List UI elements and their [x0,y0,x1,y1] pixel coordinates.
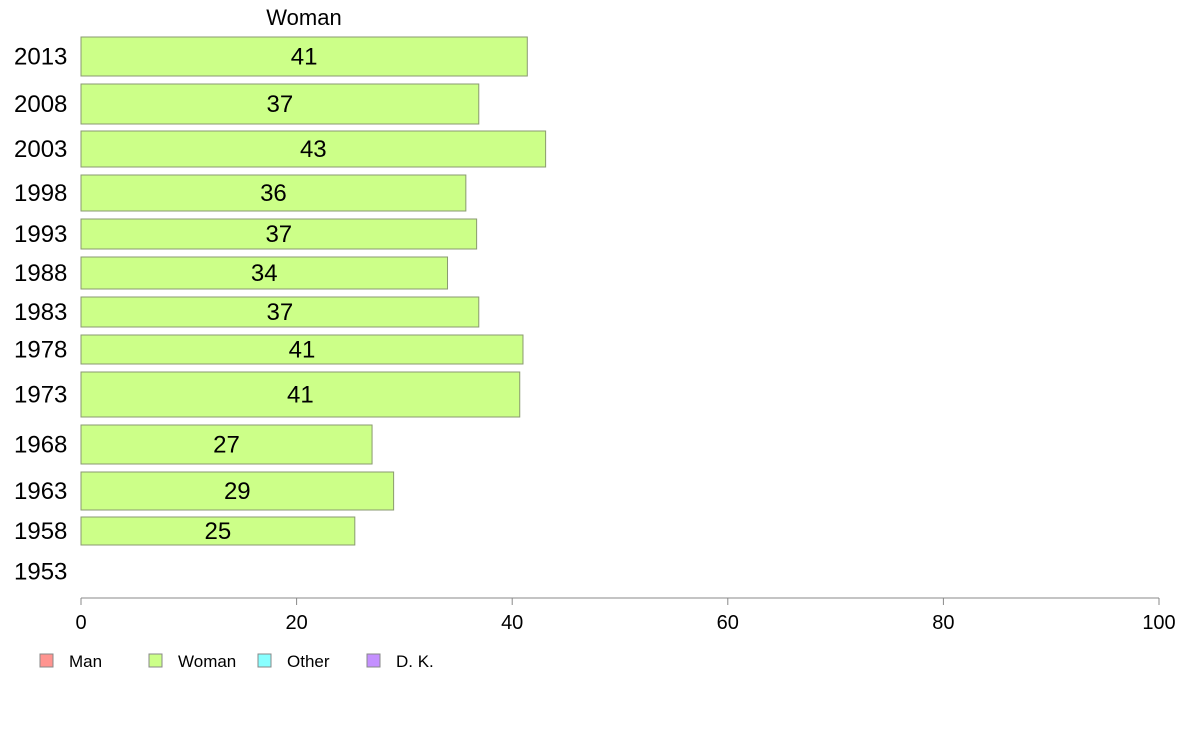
category-labels: 2013 2008 2003 1998 1993 1988 1983 1978 1973 1968… [14,44,67,586]
data-label: 25 [205,518,232,545]
data-label: 43 [300,136,327,163]
category-label: 1998 [14,180,67,207]
bar [80,424,373,465]
x-tick-label: 60 [717,612,739,634]
category-label: 1968 [14,432,67,459]
category-label: 1993 [14,221,67,248]
data-label: 41 [287,382,314,409]
category-label: 1963 [14,478,67,505]
data-label: 37 [267,91,294,118]
panel-title: Woman [266,5,341,30]
category-label: 1973 [14,382,67,409]
legend: Man Woman Other D. K. [39,652,434,671]
category-label: 1978 [14,337,67,364]
legend-swatch [257,653,272,668]
data-label: 41 [291,44,318,71]
category-label: 2003 [14,136,67,163]
data-label: 37 [267,299,294,326]
data-label: 29 [224,478,251,505]
category-label: 1953 [14,559,67,586]
x-axis: 0 20 40 60 80 100 [75,597,1176,634]
legend-label: Man [69,652,102,671]
x-tick-label: 20 [285,612,307,634]
bar [80,174,467,212]
category-label: 2013 [14,44,67,71]
bar [80,471,395,511]
category-label: 1983 [14,299,67,326]
x-tick-label: 80 [932,612,954,634]
bar [80,218,478,250]
legend-label: Other [287,652,330,671]
category-label: 1988 [14,260,67,287]
category-label: 1958 [14,518,67,545]
category-label: 2008 [14,91,67,118]
x-tick-label: 100 [1142,612,1175,634]
legend-swatch [148,653,163,668]
data-label: 34 [251,260,278,287]
bar [80,83,480,125]
bar [80,130,547,168]
data-label: 37 [265,221,292,248]
bar [80,371,521,418]
bar [80,334,524,365]
x-tick-label: 0 [75,612,86,634]
data-label: 27 [213,432,240,459]
bar [80,296,480,328]
data-label: 41 [289,337,316,364]
data-label: 36 [260,180,287,207]
bars-group [80,36,547,546]
bar [80,516,356,546]
legend-label: D. K. [396,652,434,671]
legend-label: Woman [178,652,236,671]
legend-swatch [39,653,54,668]
bar [80,36,528,77]
x-tick-label: 40 [501,612,523,634]
legend-swatch [366,653,381,668]
bar [80,256,449,290]
